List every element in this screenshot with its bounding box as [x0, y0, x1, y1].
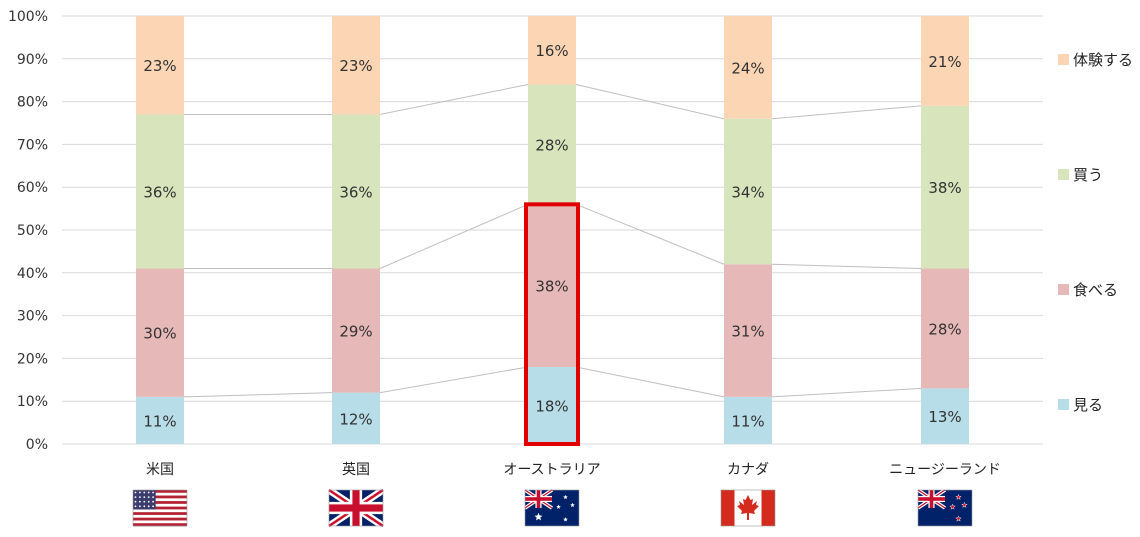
legend-swatch [1058, 169, 1069, 180]
data-label: 38% [928, 179, 961, 197]
new-zealand-flag-icon [917, 488, 973, 527]
y-tick-label: 80% [17, 95, 48, 111]
series-connector-line [575, 83, 725, 120]
data-label: 31% [731, 323, 764, 341]
data-label: 28% [535, 136, 568, 154]
y-tick-label: 90% [17, 52, 48, 68]
series-connector-lines [183, 83, 922, 398]
category-label: オーストラリア [503, 462, 600, 478]
series-connector-line [575, 203, 725, 265]
bar-segment [332, 16, 380, 115]
series-connector-line [183, 392, 333, 398]
bar-segment [528, 366, 576, 444]
australia-flag-icon [524, 488, 580, 527]
highlight-rectangle [524, 202, 580, 446]
bar-segment [724, 118, 772, 265]
bar-segment [724, 264, 772, 397]
bars [136, 16, 969, 444]
bar-segment [528, 16, 576, 85]
data-label: 34% [731, 183, 764, 201]
y-tick-label: 60% [17, 180, 48, 196]
data-label: 21% [928, 53, 961, 71]
bar-segment [332, 268, 380, 393]
data-label: 11% [143, 412, 176, 430]
y-tick-label: 100% [8, 9, 48, 25]
uk-flag-icon [327, 487, 385, 529]
us-flag-icon [132, 489, 188, 527]
y-tick-label: 0% [26, 437, 48, 453]
category-label: ニュージーランド [889, 462, 1001, 478]
bar-segment [724, 16, 772, 119]
data-label: 30% [143, 325, 176, 343]
bar-segment [921, 105, 969, 269]
series-connector-line [771, 105, 922, 120]
legend-label: 体験する [1073, 51, 1133, 69]
y-tick-label: 30% [17, 309, 48, 325]
bar-segment [921, 16, 969, 106]
bar-segment [136, 16, 184, 115]
legend-swatch [1058, 284, 1069, 295]
y-tick-label: 70% [17, 137, 48, 153]
bar-segment [136, 396, 184, 444]
y-tick-label: 20% [17, 351, 48, 367]
y-axis-ticks: 0% 10% 20% 30% 40% 50% 60% 70% 80% 90% 100% [8, 9, 48, 453]
data-label: 23% [339, 57, 372, 75]
data-label: 16% [535, 42, 568, 60]
data-label: 12% [339, 410, 372, 428]
bar-segment [136, 268, 184, 397]
series-connector-line [575, 366, 725, 398]
data-label: 28% [928, 320, 961, 338]
legend-swatch [1058, 54, 1069, 65]
category-labels: 米国 英国 オーストラリア カナダ ニュージーランド [146, 461, 1001, 478]
data-label: 18% [535, 397, 568, 415]
category-label: カナダ [727, 462, 769, 478]
data-labels: 11% 12% 18% 11% 13% 30% 29% 38% 31% 28% 36% 36% 28% 3… [143, 42, 961, 430]
data-label: 13% [928, 408, 961, 426]
series-connector-line [771, 263, 922, 270]
data-label: 36% [339, 183, 372, 201]
bar-segment [136, 114, 184, 269]
bar-segment [724, 396, 772, 444]
data-label: 36% [143, 183, 176, 201]
series-connector-line [771, 387, 922, 398]
canada-flag-icon [720, 489, 776, 527]
series-connector-line [379, 366, 529, 394]
series-connector-line [379, 83, 529, 115]
legend-label: 見る [1073, 396, 1103, 414]
bar-segment [332, 392, 380, 444]
highlight-box [524, 202, 580, 446]
data-label: 29% [339, 323, 372, 341]
data-label: 23% [143, 57, 176, 75]
series-connector-line [379, 203, 529, 269]
category-label: 英国 [342, 461, 370, 478]
y-tick-label: 40% [17, 266, 48, 282]
data-label: 38% [535, 278, 568, 296]
bar-segment [528, 84, 576, 205]
bar-segment [332, 114, 380, 269]
flags [132, 487, 973, 529]
data-label: 24% [731, 59, 764, 77]
bar-segment [528, 204, 576, 367]
bar-segment [921, 388, 969, 444]
legend-label: 食べる [1073, 281, 1118, 299]
bar-segment [921, 268, 969, 389]
category-label: 米国 [146, 462, 174, 478]
y-tick-label: 10% [17, 394, 48, 410]
y-tick-label: 50% [17, 223, 48, 239]
data-label: 11% [731, 412, 764, 430]
legend-label: 買う [1073, 166, 1103, 184]
legend-swatch [1058, 399, 1069, 410]
